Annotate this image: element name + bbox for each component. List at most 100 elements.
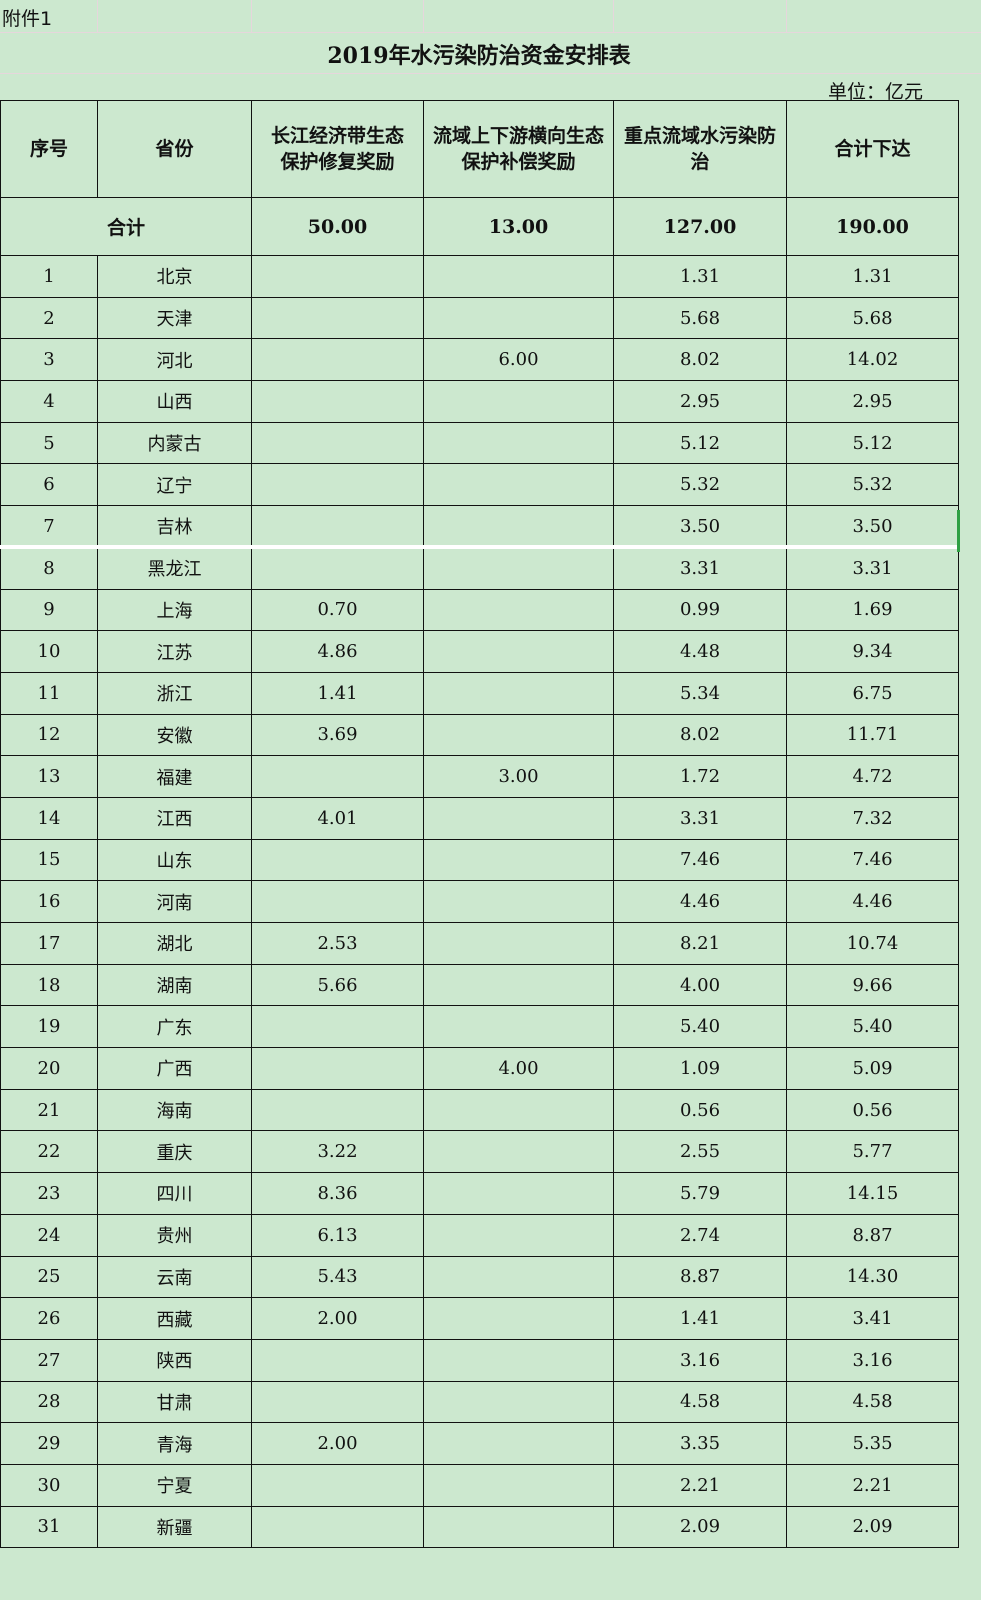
index-cell[interactable]: 23 xyxy=(0,1172,98,1215)
province-cell[interactable]: 新疆 xyxy=(97,1505,252,1549)
basin-comp-cell[interactable] xyxy=(423,255,614,298)
total-cell[interactable]: 2.95 xyxy=(786,380,959,423)
index-cell[interactable]: 11 xyxy=(0,671,98,715)
total-cell[interactable]: 5.40 xyxy=(786,1005,959,1049)
total-cell[interactable]: 2.21 xyxy=(786,1463,959,1507)
province-cell[interactable]: 天津 xyxy=(97,296,252,340)
yangtze-cell[interactable] xyxy=(251,463,424,507)
key-basin-cell[interactable]: 1.41 xyxy=(613,1297,787,1340)
basin-comp-cell[interactable] xyxy=(423,922,614,965)
header-cell[interactable]: 序号 xyxy=(0,100,98,198)
yangtze-cell[interactable] xyxy=(251,421,424,465)
total-cell[interactable]: 3.50 xyxy=(786,505,959,548)
key-basin-cell[interactable]: 8.21 xyxy=(613,922,787,965)
key-basin-cell[interactable]: 0.99 xyxy=(613,588,787,632)
basin-comp-cell[interactable]: 4.00 xyxy=(423,1047,614,1090)
yangtze-cell[interactable]: 2.53 xyxy=(251,922,424,965)
basin-comp-cell[interactable] xyxy=(423,546,614,590)
province-cell[interactable]: 陕西 xyxy=(97,1338,252,1382)
yangtze-cell[interactable] xyxy=(251,546,424,590)
basin-comp-cell[interactable] xyxy=(423,671,614,715)
total-cell[interactable]: 8.87 xyxy=(786,1213,959,1257)
yangtze-cell[interactable]: 5.66 xyxy=(251,963,424,1007)
key-basin-cell[interactable]: 2.09 xyxy=(613,1505,787,1549)
key-basin-cell[interactable]: 3.50 xyxy=(613,505,787,548)
yangtze-cell[interactable]: 4.86 xyxy=(251,630,424,673)
key-basin-cell[interactable]: 3.31 xyxy=(613,796,787,840)
header-cell[interactable]: 长江经济带生态保护修复奖励 xyxy=(251,100,424,198)
yangtze-cell[interactable]: 1.41 xyxy=(251,671,424,715)
yangtze-cell[interactable] xyxy=(251,296,424,340)
basin-comp-cell[interactable] xyxy=(423,1213,614,1257)
key-basin-cell[interactable]: 3.31 xyxy=(613,546,787,590)
key-basin-cell[interactable]: 5.68 xyxy=(613,296,787,340)
yangtze-cell[interactable]: 8.36 xyxy=(251,1172,424,1215)
index-cell[interactable]: 25 xyxy=(0,1255,98,1299)
province-cell[interactable]: 青海 xyxy=(97,1422,252,1465)
yangtze-cell[interactable] xyxy=(251,1463,424,1507)
total-label[interactable]: 合计 xyxy=(0,197,252,256)
total-cell[interactable]: 5.77 xyxy=(786,1130,959,1174)
province-cell[interactable]: 江西 xyxy=(97,796,252,840)
province-cell[interactable]: 浙江 xyxy=(97,671,252,715)
yangtze-cell[interactable] xyxy=(251,255,424,298)
index-cell[interactable]: 22 xyxy=(0,1130,98,1174)
key-basin-cell[interactable]: 4.46 xyxy=(613,880,787,923)
yangtze-cell[interactable]: 0.70 xyxy=(251,588,424,632)
yangtze-cell[interactable] xyxy=(251,1005,424,1049)
yangtze-cell[interactable]: 3.69 xyxy=(251,713,424,757)
total-cell[interactable]: 4.46 xyxy=(786,880,959,923)
yangtze-cell[interactable] xyxy=(251,338,424,382)
key-basin-cell[interactable]: 3.16 xyxy=(613,1338,787,1382)
province-cell[interactable]: 重庆 xyxy=(97,1130,252,1174)
province-cell[interactable]: 湖北 xyxy=(97,922,252,965)
province-cell[interactable]: 福建 xyxy=(97,755,252,798)
basin-comp-cell[interactable] xyxy=(423,880,614,923)
province-cell[interactable]: 山西 xyxy=(97,380,252,423)
key-basin-cell[interactable]: 5.12 xyxy=(613,421,787,465)
index-cell[interactable]: 15 xyxy=(0,838,98,882)
yangtze-cell[interactable] xyxy=(251,838,424,882)
basin-comp-cell[interactable] xyxy=(423,1130,614,1174)
basin-comp-cell[interactable] xyxy=(423,1463,614,1507)
province-cell[interactable]: 黑龙江 xyxy=(97,546,252,590)
key-basin-cell[interactable]: 4.00 xyxy=(613,963,787,1007)
index-cell[interactable]: 24 xyxy=(0,1213,98,1257)
province-cell[interactable]: 吉林 xyxy=(97,505,252,548)
key-basin-cell[interactable]: 5.34 xyxy=(613,671,787,715)
index-cell[interactable]: 21 xyxy=(0,1088,98,1132)
index-cell[interactable]: 20 xyxy=(0,1047,98,1090)
basin-comp-cell[interactable] xyxy=(423,380,614,423)
total-cell[interactable]: 127.00 xyxy=(613,197,787,256)
province-cell[interactable]: 上海 xyxy=(97,588,252,632)
basin-comp-cell[interactable] xyxy=(423,838,614,882)
key-basin-cell[interactable]: 8.02 xyxy=(613,713,787,757)
total-cell[interactable]: 1.69 xyxy=(786,588,959,632)
total-cell[interactable]: 5.68 xyxy=(786,296,959,340)
province-cell[interactable]: 山东 xyxy=(97,838,252,882)
index-cell[interactable]: 6 xyxy=(0,463,98,507)
index-cell[interactable]: 29 xyxy=(0,1422,98,1465)
total-cell[interactable]: 6.75 xyxy=(786,671,959,715)
basin-comp-cell[interactable] xyxy=(423,630,614,673)
header-cell[interactable]: 流域上下游横向生态保护补偿奖励 xyxy=(423,100,614,198)
basin-comp-cell[interactable]: 6.00 xyxy=(423,338,614,382)
yangtze-cell[interactable] xyxy=(251,1047,424,1090)
province-cell[interactable]: 河北 xyxy=(97,338,252,382)
index-cell[interactable]: 5 xyxy=(0,421,98,465)
basin-comp-cell[interactable] xyxy=(423,1088,614,1132)
key-basin-cell[interactable]: 5.79 xyxy=(613,1172,787,1215)
total-cell[interactable]: 5.32 xyxy=(786,463,959,507)
index-cell[interactable]: 4 xyxy=(0,380,98,423)
key-basin-cell[interactable]: 5.40 xyxy=(613,1005,787,1049)
province-cell[interactable]: 海南 xyxy=(97,1088,252,1132)
total-cell[interactable]: 190.00 xyxy=(786,197,959,256)
total-cell[interactable]: 4.58 xyxy=(786,1380,959,1424)
index-cell[interactable]: 27 xyxy=(0,1338,98,1382)
total-cell[interactable]: 3.31 xyxy=(786,546,959,590)
key-basin-cell[interactable]: 0.56 xyxy=(613,1088,787,1132)
province-cell[interactable]: 广西 xyxy=(97,1047,252,1090)
index-cell[interactable]: 28 xyxy=(0,1380,98,1424)
province-cell[interactable]: 宁夏 xyxy=(97,1463,252,1507)
total-cell[interactable]: 5.12 xyxy=(786,421,959,465)
